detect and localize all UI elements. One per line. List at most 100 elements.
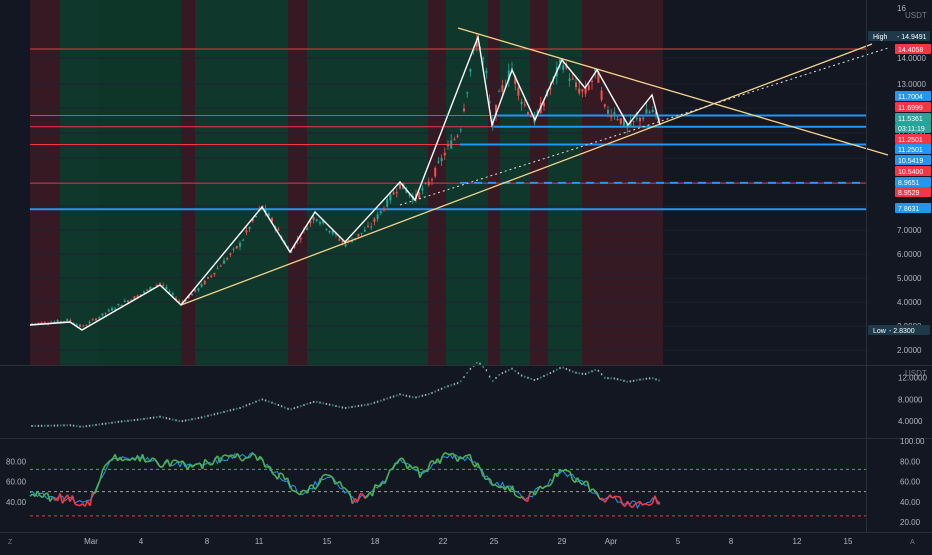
oscillator-line bbox=[343, 487, 346, 488]
pane2-dot bbox=[239, 407, 240, 409]
pane2-dot bbox=[332, 404, 333, 406]
pane2-dot bbox=[275, 403, 276, 405]
candle-body bbox=[319, 222, 321, 223]
oscillator-line bbox=[158, 463, 161, 467]
pane2-dot bbox=[630, 380, 631, 382]
oscillator-line bbox=[153, 458, 156, 460]
pane2-dot bbox=[559, 367, 560, 369]
oscillator-line bbox=[213, 459, 216, 465]
pane2-dot bbox=[294, 407, 295, 409]
pane2-dot bbox=[582, 373, 583, 375]
oscillator-line bbox=[423, 471, 426, 472]
high-value: - 14.9491 bbox=[897, 34, 927, 41]
pane2-dot bbox=[335, 405, 336, 407]
candle-body bbox=[277, 229, 279, 230]
oscillator-line bbox=[248, 457, 251, 458]
pane2-dot bbox=[633, 380, 634, 382]
low-value: - 2.8300 bbox=[889, 328, 915, 335]
pane2-dot bbox=[399, 393, 400, 395]
oscillator-line bbox=[430, 461, 433, 463]
pane2-dot bbox=[492, 380, 493, 382]
pane2-dot bbox=[524, 376, 525, 378]
oscillator-line bbox=[415, 467, 418, 468]
candle-body bbox=[82, 326, 84, 327]
price-label: 14.4058 bbox=[898, 47, 923, 54]
pane2-dot bbox=[35, 425, 36, 427]
candle-body bbox=[463, 108, 465, 111]
pane2-dot bbox=[470, 368, 471, 370]
pane2-dot bbox=[63, 424, 64, 426]
pane2-dot bbox=[172, 419, 173, 421]
candle-body bbox=[453, 139, 455, 140]
candle-body bbox=[229, 253, 231, 254]
candle-body bbox=[581, 89, 583, 91]
pane2-dot bbox=[207, 415, 208, 417]
oscillator-line bbox=[353, 498, 356, 503]
candle-body bbox=[143, 291, 145, 292]
pane2-dot bbox=[188, 419, 189, 421]
price-label: 11.7004 bbox=[898, 94, 923, 101]
pane2-dot bbox=[198, 417, 199, 419]
candle-body bbox=[57, 320, 59, 322]
oscillator-line bbox=[375, 485, 378, 486]
candle-body bbox=[604, 104, 606, 106]
pane2-dot bbox=[460, 380, 461, 382]
oscillator-line bbox=[125, 459, 128, 460]
candle-body bbox=[194, 290, 196, 292]
pane2-dot bbox=[515, 370, 516, 372]
pane2-dot bbox=[60, 424, 61, 426]
oscillator-line bbox=[38, 491, 41, 496]
oscillator-line bbox=[523, 497, 526, 500]
candle-body bbox=[79, 325, 81, 327]
price-axis-tick: 7.0000 bbox=[897, 226, 922, 235]
oscillator-line bbox=[590, 489, 593, 492]
auto-scale-toggle: A bbox=[910, 539, 915, 546]
pane2-dot bbox=[47, 425, 48, 427]
oscillator-line bbox=[448, 454, 451, 455]
pane2-dot bbox=[105, 423, 106, 425]
candle-body bbox=[92, 319, 94, 320]
pane2-dot bbox=[607, 377, 608, 379]
candle-body bbox=[345, 244, 347, 246]
pane2-dot bbox=[127, 420, 128, 422]
pane2-dot bbox=[348, 406, 349, 408]
pane2-dot bbox=[195, 418, 196, 420]
oscillator-line bbox=[463, 456, 466, 459]
pane3-left-tick: 40.00 bbox=[6, 498, 27, 507]
time-axis-tick: Apr bbox=[605, 537, 618, 546]
pane2-dot bbox=[227, 410, 228, 412]
candle-body bbox=[377, 215, 379, 220]
oscillator-line bbox=[550, 482, 553, 486]
price-label: 8.9529 bbox=[898, 190, 920, 197]
pane2-dot bbox=[374, 402, 375, 404]
candle-body bbox=[217, 268, 219, 269]
candle-body bbox=[316, 219, 318, 221]
pane2-dot bbox=[380, 400, 381, 402]
pane2-dot bbox=[159, 416, 160, 418]
pane2-dot bbox=[143, 418, 144, 420]
pane2-dot bbox=[271, 402, 272, 404]
candle-body bbox=[649, 112, 651, 113]
pane2-dot bbox=[131, 419, 132, 421]
high-label: High bbox=[873, 34, 888, 41]
oscillator-line bbox=[60, 493, 63, 503]
price-label: 10.5400 bbox=[898, 169, 923, 176]
pane2-dot bbox=[537, 378, 538, 380]
pane2-dot bbox=[623, 380, 624, 382]
pane2-dot bbox=[636, 379, 637, 381]
pane2-dot bbox=[99, 423, 100, 425]
pane2-dot bbox=[441, 388, 442, 390]
pane2-dot bbox=[76, 425, 77, 427]
pane2-dot bbox=[319, 402, 320, 404]
time-axis-tick: 22 bbox=[439, 537, 448, 546]
pane2-dot bbox=[531, 378, 532, 380]
pane2-dot bbox=[486, 369, 487, 371]
pane2-dot bbox=[377, 401, 378, 403]
oscillator-line bbox=[483, 471, 486, 479]
price-label: 11.5361 bbox=[898, 116, 923, 123]
currency-label: USDT bbox=[905, 11, 927, 20]
pane3-axis-tick: 100.00 bbox=[900, 437, 925, 446]
candle-body bbox=[617, 119, 619, 120]
